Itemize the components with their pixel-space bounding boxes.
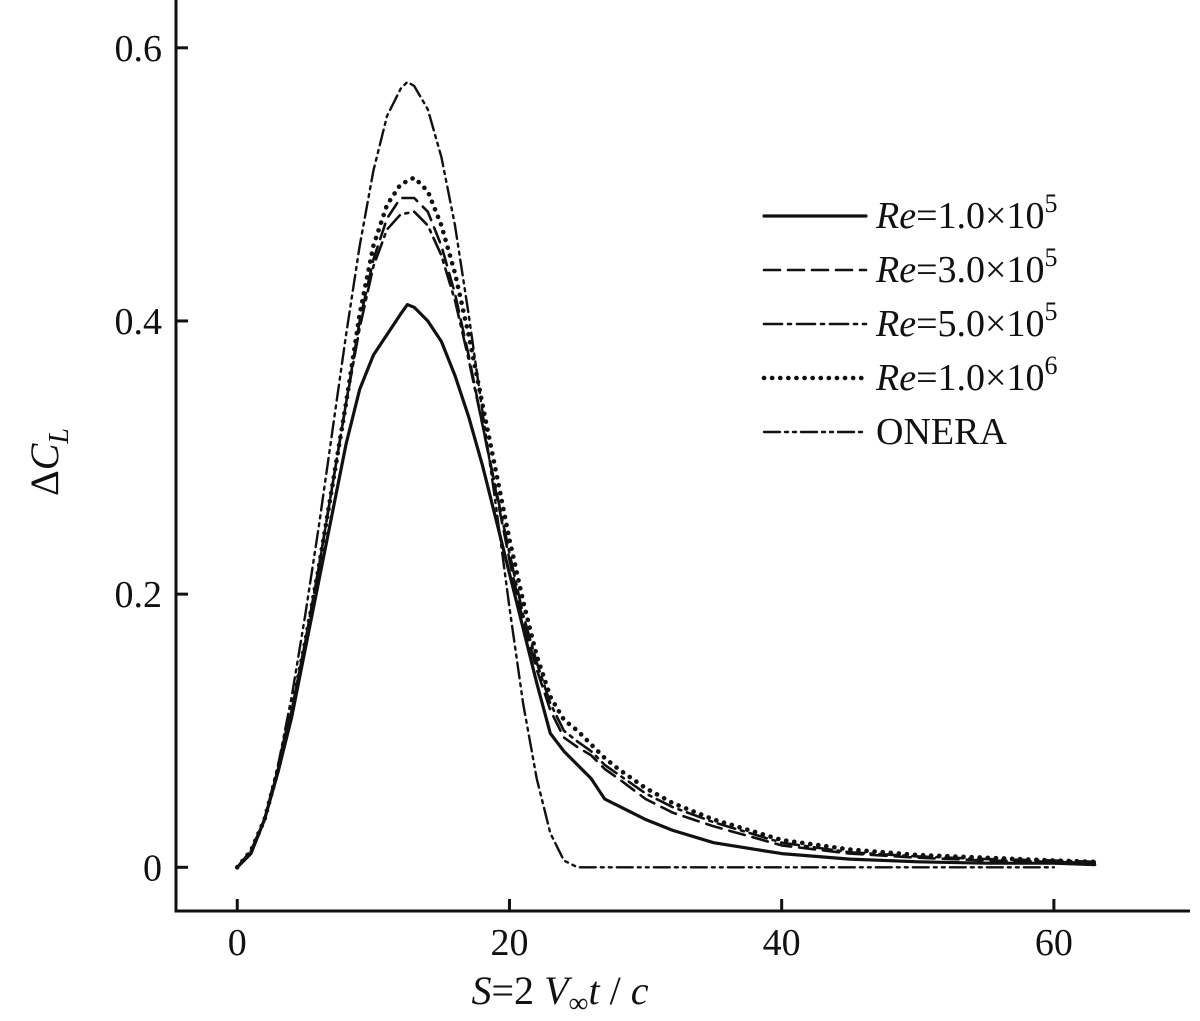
legend-label: ONERA	[876, 411, 1007, 453]
legend-label: Re=5.0×105	[875, 297, 1057, 345]
series-line-5	[236, 80, 1056, 869]
series-line-2	[235, 196, 1096, 869]
series-group	[234, 80, 1097, 870]
x-title-t: t	[588, 968, 600, 1013]
x-title-eq: =2	[492, 968, 545, 1013]
x-tick-label: 40	[763, 922, 801, 964]
legend: Re=1.0×105 Re=3.0×105 Re=5.0×105 Re=1.0×106…	[761, 189, 1057, 453]
y-tick-label: 0.2	[115, 574, 163, 616]
x-tick-label: 60	[1035, 922, 1073, 964]
series-line-1	[235, 303, 1097, 869]
y-title-delta: Δ	[22, 470, 67, 496]
y-title-c: C	[22, 442, 67, 470]
axis-frame	[174, 0, 1190, 913]
y-title-sub: L	[44, 428, 75, 445]
ticks: 0 20 40 60 0 0.2 0.4 0.6	[115, 28, 1073, 964]
y-tick-label: 0.6	[115, 28, 163, 70]
y-tick-label: 0	[143, 847, 162, 889]
y-axis-title: ΔCL	[22, 428, 75, 496]
legend-label: Re=1.0×105	[875, 189, 1057, 237]
x-tick-label: 20	[490, 922, 528, 964]
legend-label: Re=3.0×105	[875, 243, 1057, 291]
axes	[174, 0, 1190, 913]
y-tick-label: 0.4	[115, 301, 163, 343]
x-title-c: c	[631, 968, 649, 1013]
series-line-4	[234, 175, 1097, 870]
legend-label: Re=1.0×106	[875, 351, 1057, 399]
x-title-s: S	[472, 968, 492, 1013]
x-title-slash: /	[600, 968, 631, 1013]
x-title-inf: ∞	[569, 988, 589, 1019]
x-tick-label: 0	[228, 922, 247, 964]
x-axis-title: S=2 V∞t / c	[472, 968, 649, 1019]
x-title-v: V	[544, 968, 573, 1013]
